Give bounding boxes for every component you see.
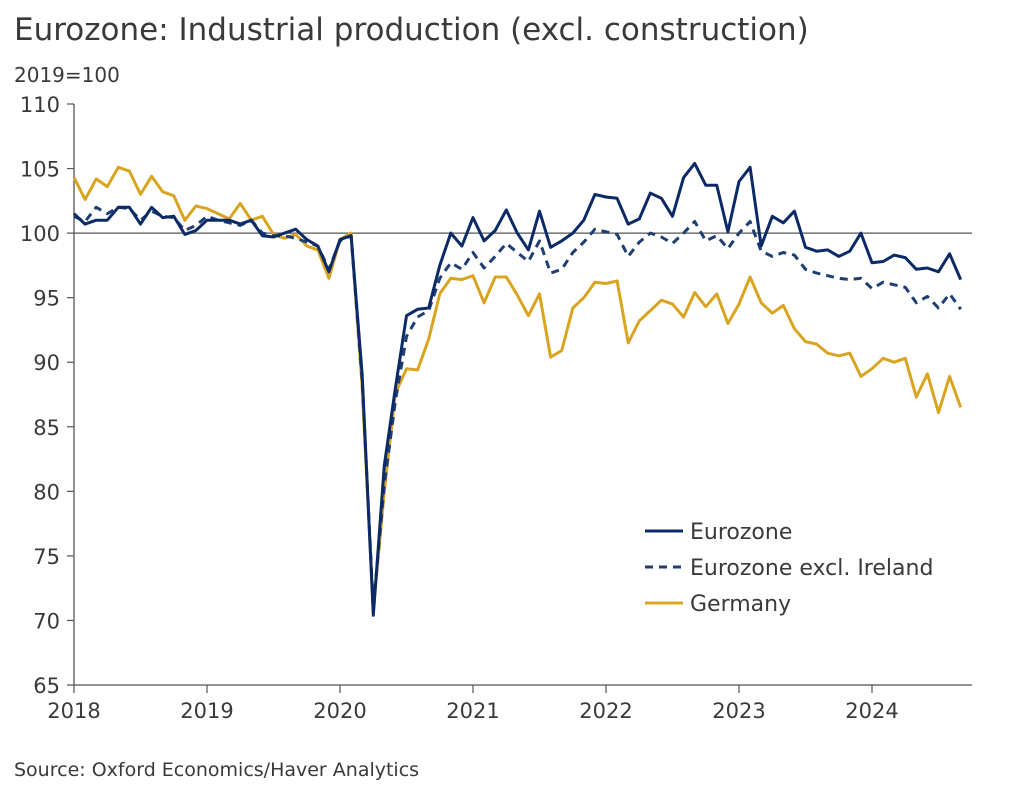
chart-title: Eurozone: Industrial production (excl. c…	[14, 12, 809, 48]
legend-label: Eurozone excl. Ireland	[690, 556, 933, 581]
x-tick-label: 2024	[845, 699, 898, 723]
y-tick-label: 70	[33, 609, 60, 633]
y-tick-label: 80	[33, 480, 60, 504]
y-axis-unit-label: 2019=100	[14, 63, 120, 87]
x-tick-label: 2019	[180, 699, 233, 723]
x-tick-label: 2020	[313, 699, 366, 723]
series-line-eurozone	[72, 161, 963, 617]
x-tick-label: 2023	[712, 699, 765, 723]
series-line-germany	[72, 165, 963, 612]
source-note: Source: Oxford Economics/Haver Analytics	[14, 759, 419, 781]
x-tick-label: 2022	[579, 699, 632, 723]
legend-label: Germany	[690, 592, 791, 617]
y-tick-label: 105	[20, 158, 60, 182]
legend: Eurozone Eurozone excl. Ireland Germany	[645, 520, 933, 617]
legend-label: Eurozone	[690, 520, 792, 545]
x-tick-label: 2018	[47, 699, 100, 723]
series-line-eurozone-excl-ireland	[73, 205, 962, 609]
y-tick-label: 110	[20, 93, 60, 117]
y-tick-label: 95	[33, 287, 60, 311]
y-tick-label: 100	[20, 222, 60, 246]
y-tick-label: 85	[33, 416, 60, 440]
axes: 65 70 75 80 85 90 95 100 105 110 2018 2019 2020 2021 2…	[20, 93, 972, 723]
x-tick-label: 2021	[446, 699, 499, 723]
y-tick-label: 90	[33, 351, 60, 375]
y-tick-label: 75	[33, 545, 60, 569]
series-lines	[72, 161, 963, 617]
y-tick-label: 65	[33, 674, 60, 698]
